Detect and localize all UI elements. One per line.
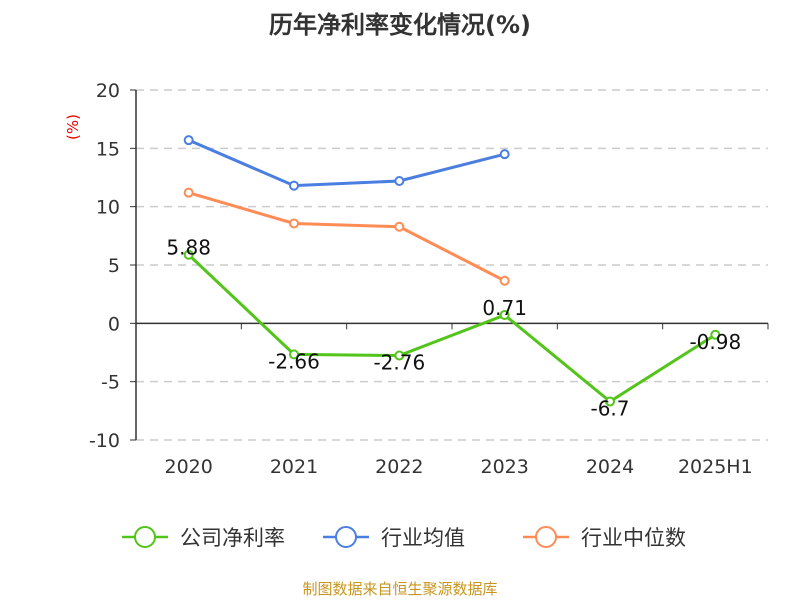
x-tick-label: 2025H1: [678, 456, 753, 478]
legend-label: 公司净利率: [180, 526, 285, 550]
x-tick-label: 2021: [270, 456, 318, 478]
data-point: [499, 275, 510, 286]
data-point: [183, 249, 194, 260]
data-point: [289, 180, 299, 191]
legend-label: 行业均值: [381, 526, 465, 550]
data-point: [289, 349, 299, 360]
legend-marker: [335, 526, 357, 548]
y-tick-label: 0: [108, 313, 120, 335]
data-label: -0.98: [689, 330, 741, 354]
data-point: [289, 218, 299, 229]
data-point: [605, 396, 615, 407]
y-tick-label: 20: [96, 80, 120, 102]
data-point: [499, 149, 510, 160]
y-tick-label: 10: [96, 197, 120, 219]
data-point: [394, 176, 405, 186]
data-point: [710, 329, 721, 340]
x-tick-label: 2022: [375, 456, 423, 478]
data-label: -2.66: [268, 349, 320, 373]
x-tick-label: 2024: [586, 456, 634, 478]
data-label: 5.88: [166, 236, 211, 260]
data-point: [394, 221, 405, 232]
x-tick-label: 2020: [164, 456, 212, 478]
chart-title: 历年净利率变化情况(%): [269, 11, 531, 39]
series-line: [188, 191, 506, 283]
data-label: -6.7: [590, 397, 629, 421]
data-label: -2.76: [373, 351, 425, 375]
legend-marker: [535, 526, 557, 548]
data-point: [183, 187, 194, 198]
legend-marker: [134, 526, 156, 548]
y-tick-label: -5: [101, 372, 120, 394]
y-tick-label: 15: [96, 138, 120, 160]
y-axis-label: (%): [64, 114, 82, 140]
data-label: 0.71: [482, 296, 527, 320]
series-line: [187, 253, 717, 404]
footer-source: 制图数据来自恒生聚源数据库: [302, 580, 497, 598]
y-tick-label: -10: [89, 430, 120, 452]
x-tick-label: 2023: [480, 456, 528, 478]
data-point: [394, 350, 405, 361]
data-point: [499, 310, 510, 321]
series-line: [188, 138, 506, 188]
legend-label: 行业中位数: [581, 526, 686, 550]
y-tick-label: 5: [108, 255, 120, 277]
data-point: [183, 135, 194, 146]
